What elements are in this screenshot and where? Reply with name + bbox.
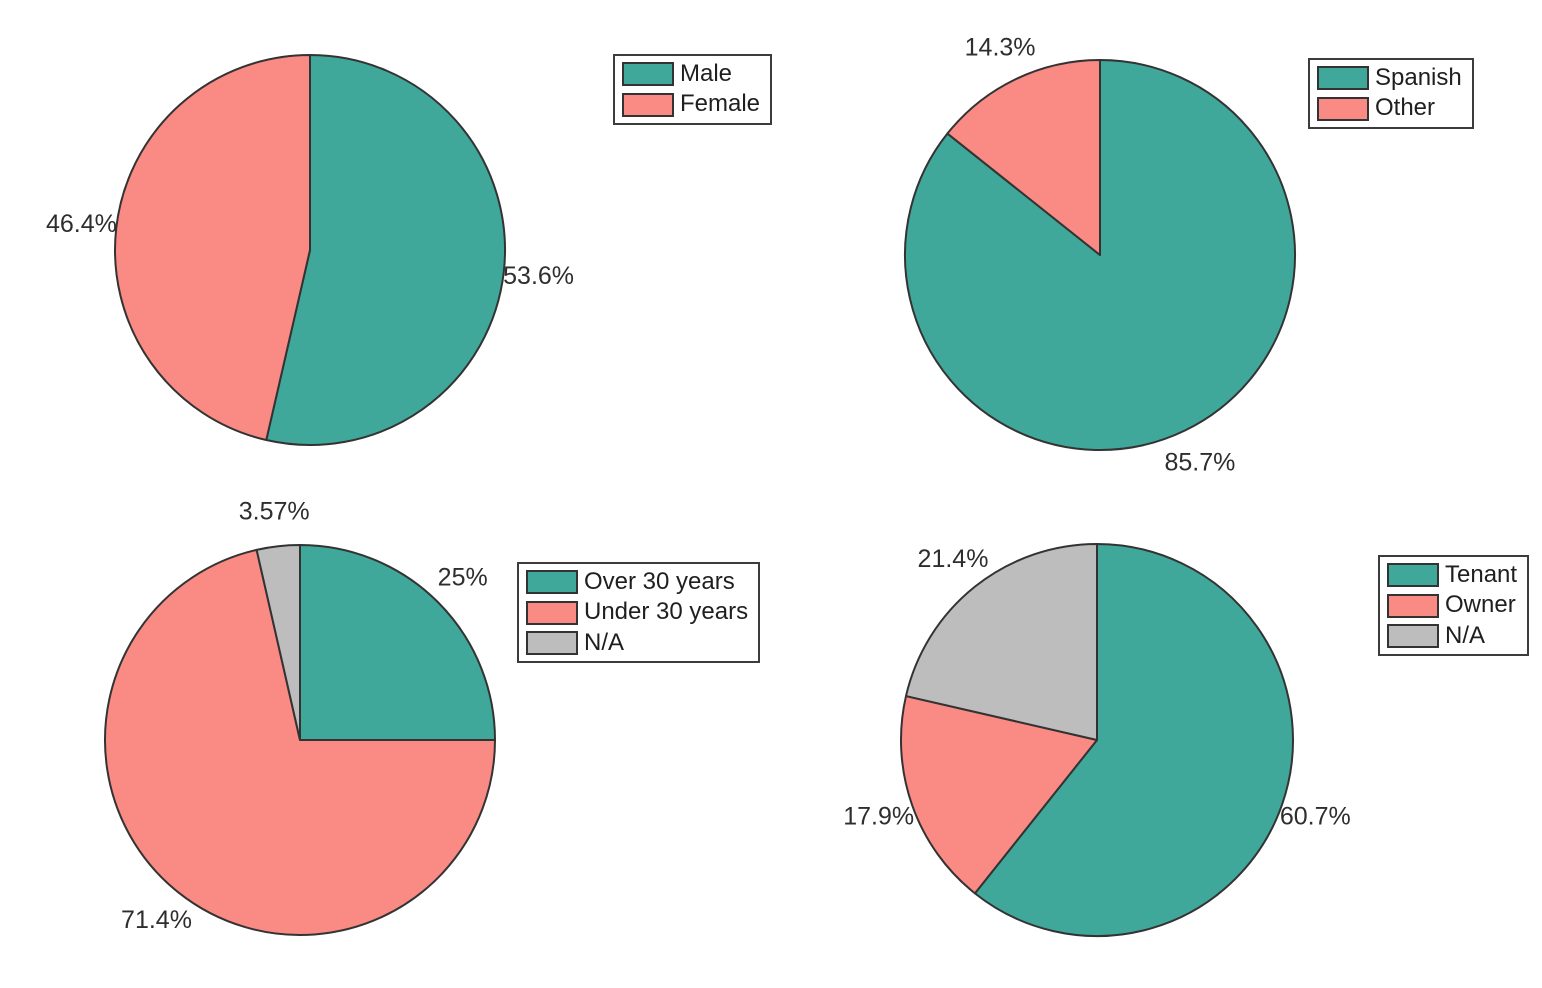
legend-label: N/A (1445, 621, 1486, 649)
legend-label: Female (680, 90, 761, 118)
legend-swatch-n-a (526, 630, 578, 655)
age-percentage-label-under-30-years: 71.4% (121, 906, 192, 934)
legend-item-over-30-years: Over 30 years (526, 568, 748, 595)
legend-label: Male (680, 60, 733, 87)
pie-age: 25% 71.4% 3.57% (104, 497, 496, 936)
legend-label: Other (1375, 94, 1436, 122)
age-percentage-label-n-a: 3.57% (239, 497, 310, 525)
legend-item-spanish: Spanish (1317, 64, 1462, 91)
legend-item-other: Other (1317, 94, 1462, 122)
legend-swatch-tenant (1387, 563, 1439, 588)
gender-slice-male (265, 54, 506, 446)
housing-percentage-label-tenant: 60.7% (1280, 802, 1351, 830)
language-percentage-label-other: 14.3% (965, 34, 1036, 62)
legend-label: N/A (584, 628, 625, 656)
legend-swatch-male (622, 62, 674, 87)
legend-swatch-n-a (1387, 623, 1439, 648)
legend-item-under-30-years: Under 30 years (526, 598, 749, 626)
age-slice-over-30-years (299, 544, 496, 741)
housing-percentage-label-owner: 17.9% (843, 802, 914, 830)
housing-slice-n-a (904, 543, 1098, 741)
legend-item-male: Male (622, 60, 760, 87)
legend-label: Owner (1445, 591, 1516, 619)
legend-swatch-spanish (1317, 66, 1369, 91)
gender-slice-female (114, 54, 311, 442)
housing-slice-tenant (973, 543, 1294, 937)
pie-housing: 60.7% 17.9% 21.4% (843, 543, 1351, 937)
legend-item-n-a: N/A (526, 628, 748, 656)
legend-item-owner: Owner (1387, 591, 1517, 619)
legend-label: Tenant (1445, 561, 1518, 588)
legend-item-female: Female (622, 90, 761, 118)
legend-age: Over 30 years Under 30 years N/A (517, 562, 761, 664)
legend-item-n-a: N/A (1387, 621, 1517, 649)
legend-swatch-under-30-years (526, 600, 578, 625)
pie-language: 85.7% 14.3% (904, 34, 1296, 476)
legend-item-tenant: Tenant (1387, 561, 1518, 588)
legend-swatch-over-30-years (526, 570, 578, 595)
legend-swatch-other (1317, 96, 1369, 121)
age-slice-n-a (255, 544, 301, 741)
age-percentage-label-over-30-years: 25% (438, 563, 488, 591)
pie-gender: 53.6% 46.4% (46, 54, 574, 446)
legend-language: Spanish Other (1308, 58, 1474, 129)
language-percentage-label-spanish: 85.7% (1164, 448, 1235, 476)
legend-swatch-owner (1387, 593, 1439, 618)
legend-housing: Tenant Owner N/A (1378, 555, 1530, 657)
housing-percentage-label-n-a: 21.4% (918, 545, 989, 573)
language-slice-other (946, 59, 1101, 256)
legend-label: Under 30 years (584, 598, 749, 626)
legend-label: Spanish (1375, 64, 1462, 91)
gender-percentage-label-female: 46.4% (46, 210, 117, 238)
gender-percentage-label-male: 53.6% (503, 262, 574, 290)
legend-gender: Male Female (613, 54, 773, 125)
legend-label: Over 30 years (584, 568, 735, 595)
age-slice-under-30-years (104, 548, 496, 936)
legend-swatch-female (622, 92, 674, 117)
housing-slice-owner (900, 695, 1098, 895)
